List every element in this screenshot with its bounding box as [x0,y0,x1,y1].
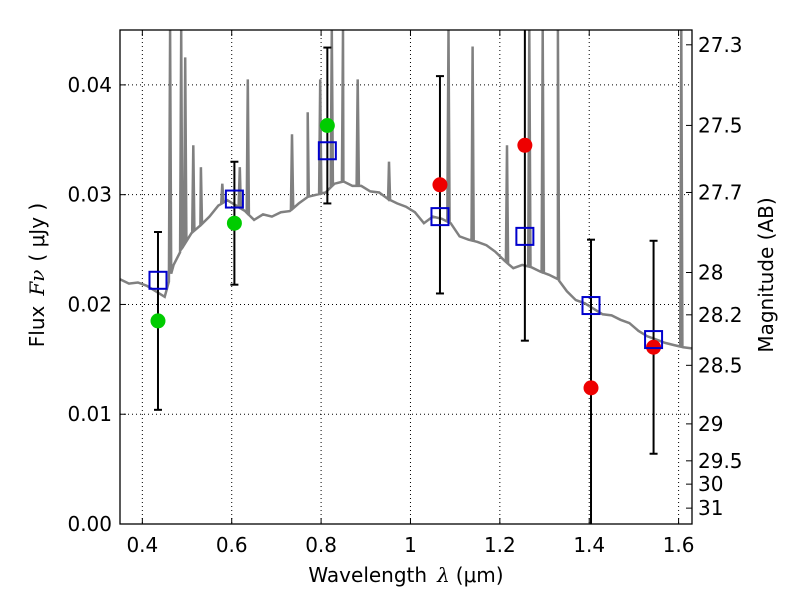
y-tick-label-1: 0.01 [67,402,112,426]
y-axis-label: Flux Fν ( μJy ) [25,203,49,347]
y-tick-label-0: 0.00 [67,512,112,536]
mag-tick-label-8: 30 [698,472,723,496]
sed-model-layer [120,30,692,350]
error-bars [153,30,658,524]
x-axis-label-unit: (μm) [456,563,504,587]
y-axis: 0.00 0.01 0.02 0.03 0.04 [67,73,126,536]
x-tick-label-2: 0.8 [305,533,337,557]
observed-point-4 [517,137,533,153]
y-tick-label-2: 0.02 [67,292,112,316]
x-tick-label-0: 0.4 [126,533,158,557]
x-tick-label-4: 1.2 [484,533,516,557]
mag-tick-label-7: 29.5 [698,449,743,473]
model-point-0 [148,270,168,290]
model-point-2 [317,141,337,161]
x-axis: 0.4 0.6 0.8 1 1.2 1.4 1.6 [126,30,695,557]
y-tick-label-4: 0.04 [67,73,112,97]
x-axis-label-symbol: λ [436,563,450,587]
x-axis-label-text: Wavelength [308,563,427,587]
y-axis-label-text: Flux [25,305,49,347]
x-tick-label-6: 1.6 [663,533,695,557]
x-axis-label: Wavelength λ (μm) [308,563,503,587]
mag-tick-label-3: 28 [698,261,723,285]
mag-tick-label-1: 27.5 [698,113,743,137]
x-tick-label-5: 1.4 [573,533,605,557]
model-photometry-points [148,141,664,350]
magnitude-axis-label: Magnitude (AB) [754,197,778,352]
observed-points [150,118,662,396]
observed-point-2 [319,118,335,134]
plot-frame [119,29,693,525]
x-tick-label-3: 1 [404,533,417,557]
y-tick-label-3: 0.03 [67,183,112,207]
axes-frame [119,29,693,525]
y-axis-label-unit: ( μJy ) [25,203,49,262]
model-point-4 [515,226,535,246]
mag-tick-label-9: 31 [698,496,723,520]
mag-tick-label-5: 28.5 [698,353,743,377]
observed-point-0 [150,313,166,329]
observed-point-3 [432,177,448,193]
mag-tick-label-6: 29 [698,412,723,436]
observed-point-5 [583,380,599,396]
observed-point-1 [226,215,242,231]
mag-tick-label-0: 27.3 [698,33,743,57]
model-point-1 [224,189,244,209]
y-axis-label-symbol: Fν [25,270,49,297]
mag-tick-label-4: 28.2 [698,303,743,327]
sed-model-spectrum [120,30,692,350]
model-point-3 [430,207,450,227]
grid [120,30,692,524]
model-point-5 [581,296,601,316]
x-tick-label-1: 0.6 [216,533,248,557]
mag-tick-label-2: 27.7 [698,180,743,204]
model-point-6 [644,330,664,350]
